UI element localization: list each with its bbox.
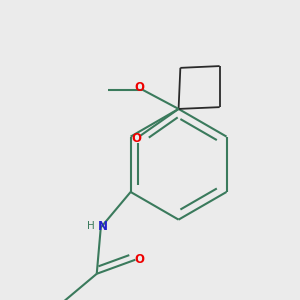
Text: O: O bbox=[131, 132, 141, 145]
Text: H: H bbox=[87, 221, 95, 232]
Text: N: N bbox=[98, 220, 108, 233]
Text: O: O bbox=[135, 253, 145, 266]
Text: O: O bbox=[134, 81, 145, 94]
